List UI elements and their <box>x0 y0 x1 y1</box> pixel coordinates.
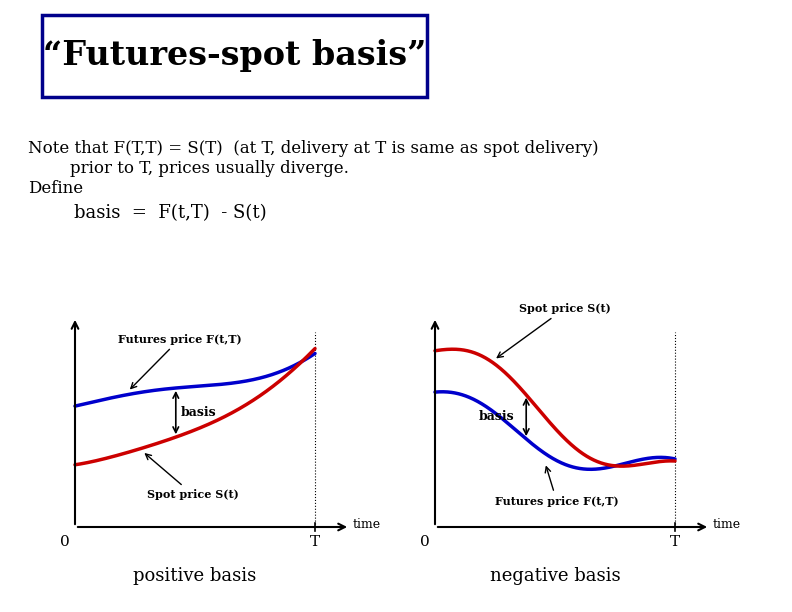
Text: time: time <box>353 518 381 531</box>
Text: Futures price F(t,T): Futures price F(t,T) <box>495 467 619 507</box>
Text: positive basis: positive basis <box>133 567 257 585</box>
Text: T: T <box>670 535 680 549</box>
Text: prior to T, prices usually diverge.: prior to T, prices usually diverge. <box>28 160 348 177</box>
Text: 0: 0 <box>421 535 430 549</box>
Text: Spot price S(t): Spot price S(t) <box>146 454 239 500</box>
Text: basis  =  F(t,T)  - S(t): basis = F(t,T) - S(t) <box>28 204 267 222</box>
Text: time: time <box>713 518 741 531</box>
Text: basis: basis <box>181 406 216 419</box>
Text: “Futures-spot basis”: “Futures-spot basis” <box>43 40 426 72</box>
FancyBboxPatch shape <box>42 15 427 97</box>
Text: negative basis: negative basis <box>489 567 620 585</box>
Text: basis: basis <box>478 411 514 424</box>
Text: 0: 0 <box>60 535 70 549</box>
Text: Note that F(T,T) = S(T)  (at T, delivery at T is same as spot delivery): Note that F(T,T) = S(T) (at T, delivery … <box>28 140 599 157</box>
Text: T: T <box>310 535 320 549</box>
Text: Define: Define <box>28 180 83 197</box>
Text: Spot price S(t): Spot price S(t) <box>497 303 611 357</box>
Text: Futures price F(t,T): Futures price F(t,T) <box>118 334 242 389</box>
